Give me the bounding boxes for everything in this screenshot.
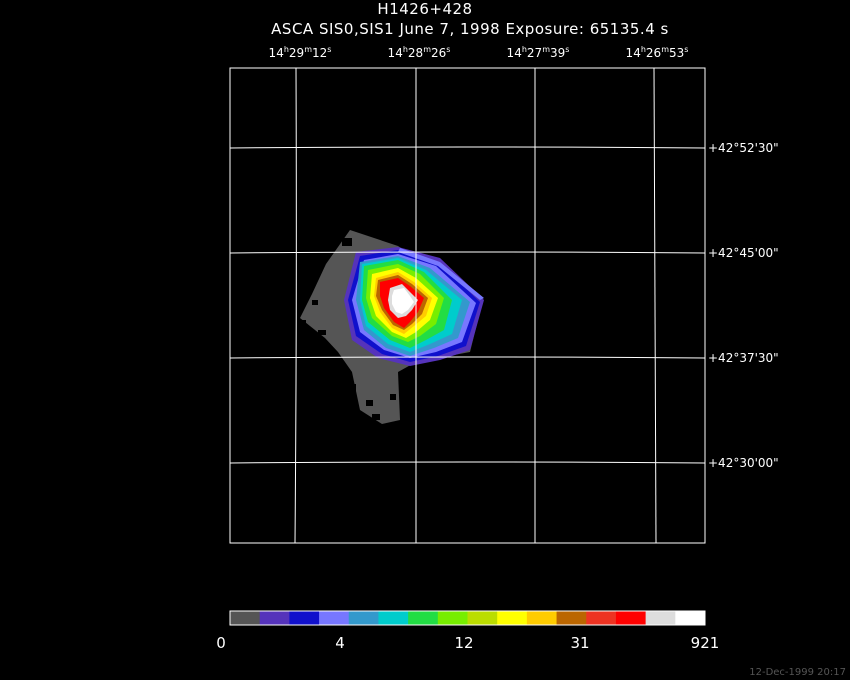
colorbar-swatch	[467, 611, 498, 625]
colorbar-swatch	[675, 611, 706, 625]
ra-tick-label: 14h28m26s	[387, 45, 451, 60]
colorbar-swatch	[348, 611, 379, 625]
colorbar-label: 921	[690, 634, 720, 652]
colorbar-swatch	[526, 611, 558, 625]
colorbar	[229, 610, 706, 626]
ra-tick-label: 14h26m53s	[625, 45, 689, 60]
dec-tick-label: +42°45'00"	[708, 246, 779, 260]
dec-tick-label: +42°30'00"	[708, 456, 779, 470]
timestamp: 12-Dec-1999 20:17	[749, 667, 846, 678]
colorbar-swatch	[408, 611, 439, 625]
colorbar-swatch	[556, 611, 587, 625]
colorbar-swatch	[615, 611, 647, 625]
dec-tick-label: +42°52'30"	[708, 141, 779, 155]
colorbar-label: 4	[335, 634, 345, 652]
plot-subtitle: ASCA SIS0,SIS1 June 7, 1998 Exposure: 65…	[271, 20, 669, 38]
ra-tick-label: 14h29m12s	[268, 45, 332, 60]
colorbar-label: 12	[454, 634, 474, 652]
colorbar-label: 0	[216, 634, 226, 652]
colorbar-swatch	[645, 611, 676, 625]
dec-grid-lines	[229, 146, 706, 464]
colorbar-label: 31	[570, 634, 590, 652]
plot-frame	[229, 67, 706, 544]
xray-emission-image	[300, 230, 484, 424]
colorbar-swatch	[437, 611, 468, 625]
colorbar-swatch	[586, 611, 617, 625]
colorbar-swatch	[319, 611, 350, 625]
colorbar-border	[229, 610, 706, 626]
colorbar-swatch	[378, 611, 409, 625]
colorbar-swatch	[230, 611, 261, 625]
colorbar-swatch	[289, 611, 320, 625]
plot-title: H1426+428	[377, 0, 473, 18]
colorbar-swatch	[497, 611, 528, 625]
colorbar-swatch	[259, 611, 290, 625]
ra-tick-label: 14h27m39s	[506, 45, 570, 60]
dec-tick-label: +42°37'30"	[708, 351, 779, 365]
